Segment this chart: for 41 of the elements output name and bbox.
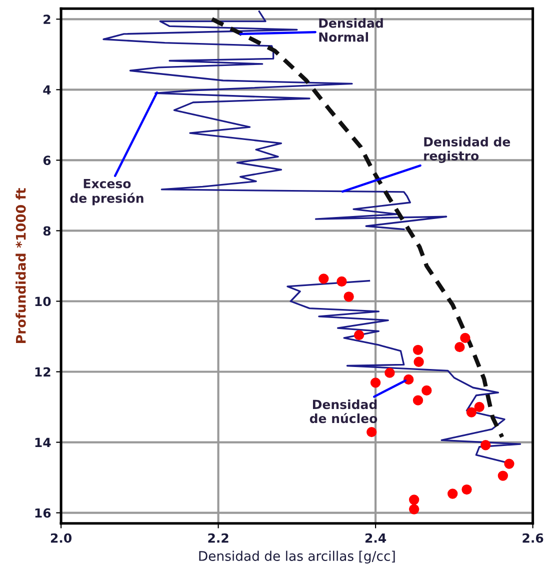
point <box>354 330 364 340</box>
point <box>474 402 484 412</box>
point <box>344 292 354 302</box>
y-tick-label: 4 <box>43 85 51 94</box>
x-tick-label: 2.0 <box>50 533 72 543</box>
y-tick-label: 6 <box>43 156 51 166</box>
x-tick-label: 2.6 <box>522 533 544 543</box>
point <box>370 378 381 388</box>
point <box>408 504 420 514</box>
annotation: Densidad de registro <box>424 136 510 164</box>
point <box>480 440 491 450</box>
point <box>366 426 377 438</box>
point <box>466 407 477 418</box>
y-tick-label: 8 <box>43 226 51 236</box>
point <box>460 332 470 343</box>
point <box>504 458 514 469</box>
point <box>412 344 424 355</box>
point <box>408 494 420 505</box>
annotation: Densidad de núcleo <box>310 399 378 424</box>
y-tick-label: 14 <box>35 438 51 448</box>
point <box>448 488 458 499</box>
point <box>462 484 472 495</box>
y-tick-label: 10 <box>35 296 51 306</box>
point <box>498 470 508 481</box>
point <box>422 385 432 396</box>
y-tick-label: 16 <box>35 508 51 518</box>
x-tick-label: 2.4 <box>365 533 386 543</box>
point <box>454 342 465 352</box>
point <box>336 276 347 287</box>
point <box>318 274 329 284</box>
x-axis-title: Densidad de las arcillas [g/cc] <box>199 550 395 564</box>
annotation: Exceso de presión <box>70 178 144 206</box>
y-axis-title: Profundidad *1000 ft <box>16 188 26 343</box>
y-tick-label: 2 <box>44 14 50 24</box>
point <box>384 368 395 378</box>
x-tick-label: 2.2 <box>208 533 228 543</box>
point <box>414 356 424 367</box>
y-tick-label: 12 <box>35 367 50 377</box>
point <box>403 374 414 385</box>
point <box>412 395 424 406</box>
annotation: Densidad Normal <box>319 18 383 42</box>
